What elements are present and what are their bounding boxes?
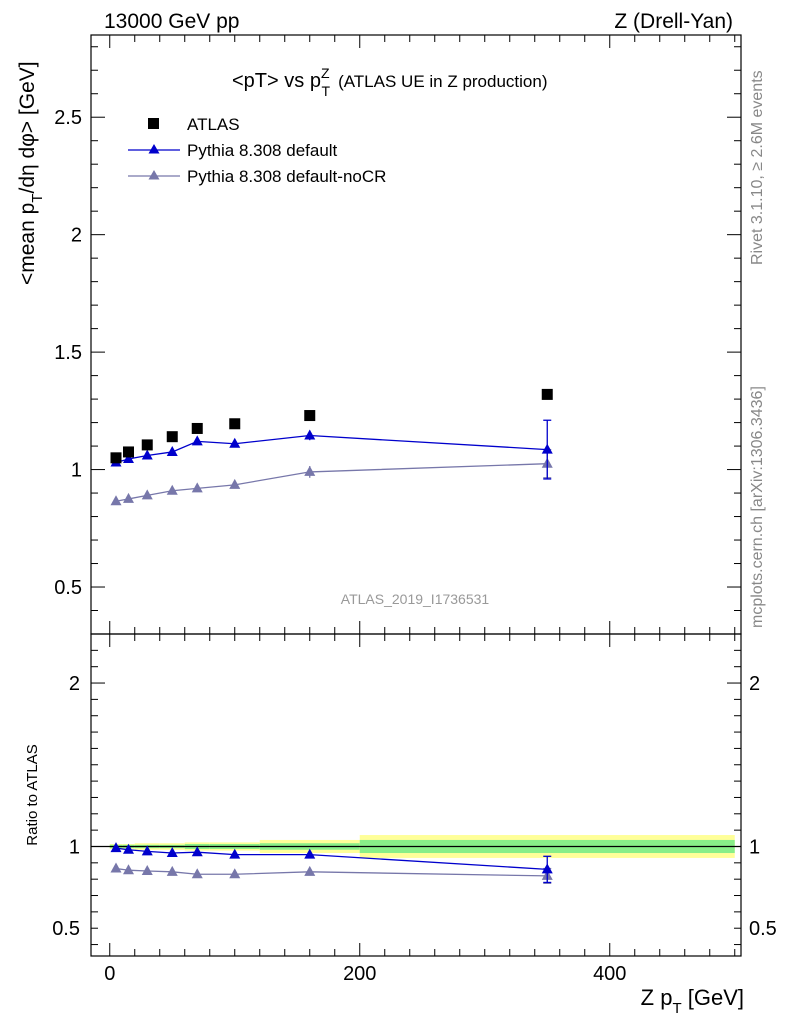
atlas-point — [123, 446, 134, 458]
pythia-default-line — [115, 434, 548, 464]
ratio-ticks — [91, 634, 741, 956]
ratio-pythia-nocr-point — [123, 864, 134, 875]
x-tick-label: 200 — [343, 963, 376, 985]
ratio-y-tick-label-right: 0.5 — [749, 918, 777, 940]
ratio-data — [110, 842, 553, 884]
x-tick-label: 0 — [104, 963, 115, 985]
y-tick-label: 2 — [71, 225, 82, 247]
pythia-nocr-point — [110, 495, 122, 506]
ratio-pythia-nocr-point — [304, 865, 316, 876]
y-axis-label: <mean pT/dη dφ> [GeV] — [16, 61, 46, 285]
pythia-default-point — [166, 445, 178, 456]
pythia-nocr-point — [166, 484, 178, 495]
header-right: Z (Drell-Yan) — [614, 10, 733, 33]
x-axis-label-sub: T — [672, 1000, 681, 1017]
atlas-point — [110, 452, 122, 464]
legend-entry-pythia-default: Pythia 8.308 default — [128, 141, 338, 160]
ratio-pythia-default-point — [229, 848, 241, 859]
y-axis-label-sub: T — [29, 194, 46, 203]
atlas-point — [191, 422, 203, 434]
ratio-pythia-nocr-line — [115, 867, 548, 877]
ratio-frame — [90, 633, 742, 957]
ratio-pythia-nocr-point — [191, 868, 203, 879]
ratio-pythia-nocr-point — [166, 865, 178, 876]
mcplots-label: mcplots.cern.ch [arXiv:1306.3436] — [749, 386, 766, 628]
main-plot: 0.511.522.5 <pT> vs pZ T (ATLAS UE in Z pr… — [16, 34, 742, 635]
pythia-default-point — [123, 452, 134, 463]
ratio-y-tick-label-left: 2 — [69, 673, 80, 695]
legend-label-atlas: ATLAS — [187, 115, 240, 134]
y-tick-label: 1.5 — [54, 342, 82, 364]
legend-marker-pythia-default — [148, 144, 160, 154]
atlas-point — [541, 388, 553, 400]
x-tick-labels: 0 200 400 — [104, 963, 626, 985]
ratio-pythia-default-point — [304, 848, 316, 859]
pythia-nocr-point — [191, 482, 203, 493]
legend-marker-pythia-nocr — [148, 170, 160, 180]
x-axis-label-rest: [GeV] — [682, 985, 744, 1010]
legend-entry-atlas: ATLAS — [148, 115, 240, 134]
ratio-pythia-default-point — [166, 847, 178, 858]
pythia-nocr-point — [229, 478, 241, 489]
main-data — [110, 388, 553, 506]
y-axis-label-main: <mean p — [16, 203, 39, 285]
pythia-nocr-point — [304, 465, 316, 476]
pythia-nocr-point — [141, 489, 153, 500]
main-ticks — [91, 35, 741, 634]
rivet-label: Rivet 3.1.10, ≥ 2.6M events — [749, 70, 766, 265]
ratio-y-tick-label-right: 2 — [749, 673, 760, 695]
y-tick-label: 2.5 — [54, 107, 82, 129]
ratio-y-tick-label-left: 1 — [69, 836, 80, 858]
legend-marker-atlas — [148, 118, 159, 129]
plot-title-sub: T — [322, 83, 331, 99]
legend-entry-pythia-nocr: Pythia 8.308 default-noCR — [128, 167, 386, 186]
main-y-tick-labels: 0.5 1 1.5 2 2.5 — [54, 107, 82, 599]
y-tick-label: 0.5 — [54, 577, 82, 599]
ratio-pythia-default-point — [191, 846, 203, 857]
ratio-y-tick-label-right: 1 — [749, 836, 760, 858]
plot-title-suffix: (ATLAS UE in Z production) — [338, 72, 547, 91]
ratio-y-tick-labels: 0.5 0.5 1 1 2 2 — [52, 673, 777, 940]
pythia-nocr-point — [123, 492, 134, 503]
ratio-pythia-default-point — [141, 845, 153, 856]
pythia-default-point — [304, 429, 316, 440]
atlas-point — [141, 439, 153, 451]
x-tick-label: 400 — [593, 963, 626, 985]
ratio-pythia-nocr-point — [110, 862, 122, 873]
ratio-y-tick-label-left: 0.5 — [52, 918, 80, 940]
pythia-default-point — [141, 449, 153, 460]
legend-label-pythia-nocr: Pythia 8.308 default-noCR — [187, 167, 386, 186]
ratio-pythia-default-point — [541, 863, 553, 874]
atlas-point — [304, 410, 316, 422]
y-axis-label-rest: /dη dφ> [GeV] — [16, 61, 39, 193]
ratio-pythia-nocr-point — [141, 865, 153, 876]
legend: ATLAS Pythia 8.308 default Pythia 8.308 … — [128, 115, 386, 186]
pythia-nocr-line — [115, 463, 548, 502]
y-tick-label: 1 — [71, 460, 82, 482]
pythia-default-point — [191, 435, 203, 446]
ratio-plot: 0.5 0.5 1 1 2 2 0 200 400 Ratio to ATLAS Z pT [… — [24, 633, 777, 1017]
pythia-default-point — [541, 443, 553, 454]
x-axis-label: Z pT [GeV] — [641, 985, 744, 1017]
header-left: 13000 GeV pp — [104, 10, 239, 33]
x-axis-label-main: Z p — [641, 985, 673, 1010]
ratio-pythia-default-point — [123, 843, 134, 854]
plot-title: <pT> vs pZ T (ATLAS UE in Z production) — [232, 65, 548, 99]
pythia-default-point — [229, 437, 241, 448]
plot-title-sup: Z — [321, 65, 330, 81]
atlas-point — [229, 418, 241, 430]
ratio-y-axis-label: Ratio to ATLAS — [24, 744, 41, 845]
ratio-uncertainty-bands — [91, 835, 741, 858]
ratio-pythia-default-point — [110, 842, 122, 853]
plot-title-main: <pT> vs p — [232, 70, 321, 92]
ratio-pythia-nocr-point — [229, 868, 241, 879]
atlas-point — [166, 431, 178, 443]
legend-label-pythia-default: Pythia 8.308 default — [187, 141, 338, 160]
analysis-watermark: ATLAS_2019_I1736531 — [341, 591, 490, 607]
